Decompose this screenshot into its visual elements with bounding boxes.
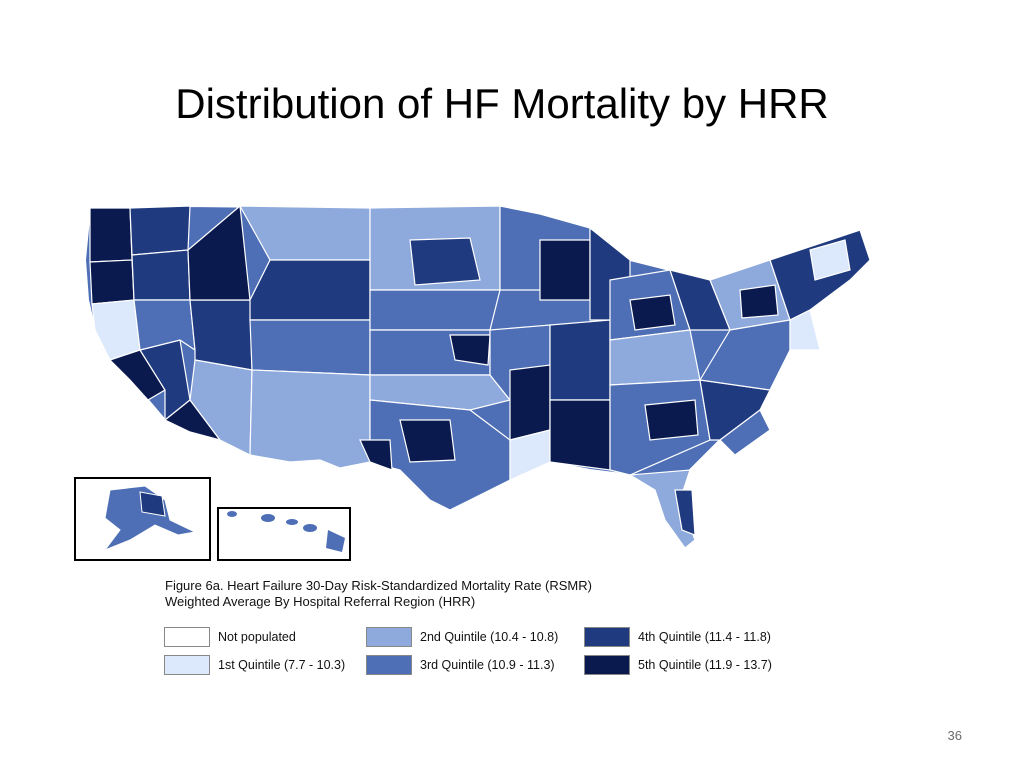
legend-swatch: [584, 655, 630, 675]
legend-label: Not populated: [218, 630, 296, 644]
legend-label: 4th Quintile (11.4 - 11.8): [638, 630, 771, 644]
legend-label: 1st Quintile (7.7 - 10.3): [218, 658, 346, 672]
legend-item-3rd-quintile: 3rd Quintile (10.9 - 11.3): [366, 654, 555, 676]
caption-line-1: Figure 6a. Heart Failure 30-Day Risk-Sta…: [165, 578, 592, 593]
us-hrr-choropleth-map: [70, 200, 910, 570]
page-number: 36: [947, 728, 962, 743]
legend-item-2nd-quintile: 2nd Quintile (10.4 - 10.8): [366, 626, 558, 648]
caption-line-2: Weighted Average By Hospital Referral Re…: [165, 594, 476, 609]
map-svg: [74, 204, 872, 561]
legend-label: 3rd Quintile (10.9 - 11.3): [420, 658, 555, 672]
legend-item-not-populated: Not populated: [164, 626, 296, 648]
alaska-inset: [74, 477, 211, 561]
hawaii-inset: [217, 507, 351, 561]
legend-item-4th-quintile: 4th Quintile (11.4 - 11.8): [584, 626, 771, 648]
legend-swatch: [164, 655, 210, 675]
map-legend: Not populated 1st Quintile (7.7 - 10.3) …: [164, 626, 824, 678]
slide-title: Distribution of HF Mortality by HRR: [175, 80, 829, 127]
legend-swatch: [584, 627, 630, 647]
legend-swatch: [366, 655, 412, 675]
legend-swatch: [164, 627, 210, 647]
legend-swatch: [366, 627, 412, 647]
figure-caption: Figure 6a. Heart Failure 30-Day Risk-Sta…: [165, 578, 592, 610]
hrr-regions: [89, 204, 871, 549]
legend-label: 5th Quintile (11.9 - 13.7): [638, 658, 772, 672]
legend-item-5th-quintile: 5th Quintile (11.9 - 13.7): [584, 654, 772, 676]
legend-label: 2nd Quintile (10.4 - 10.8): [420, 630, 559, 644]
legend-item-1st-quintile: 1st Quintile (7.7 - 10.3): [164, 654, 345, 676]
